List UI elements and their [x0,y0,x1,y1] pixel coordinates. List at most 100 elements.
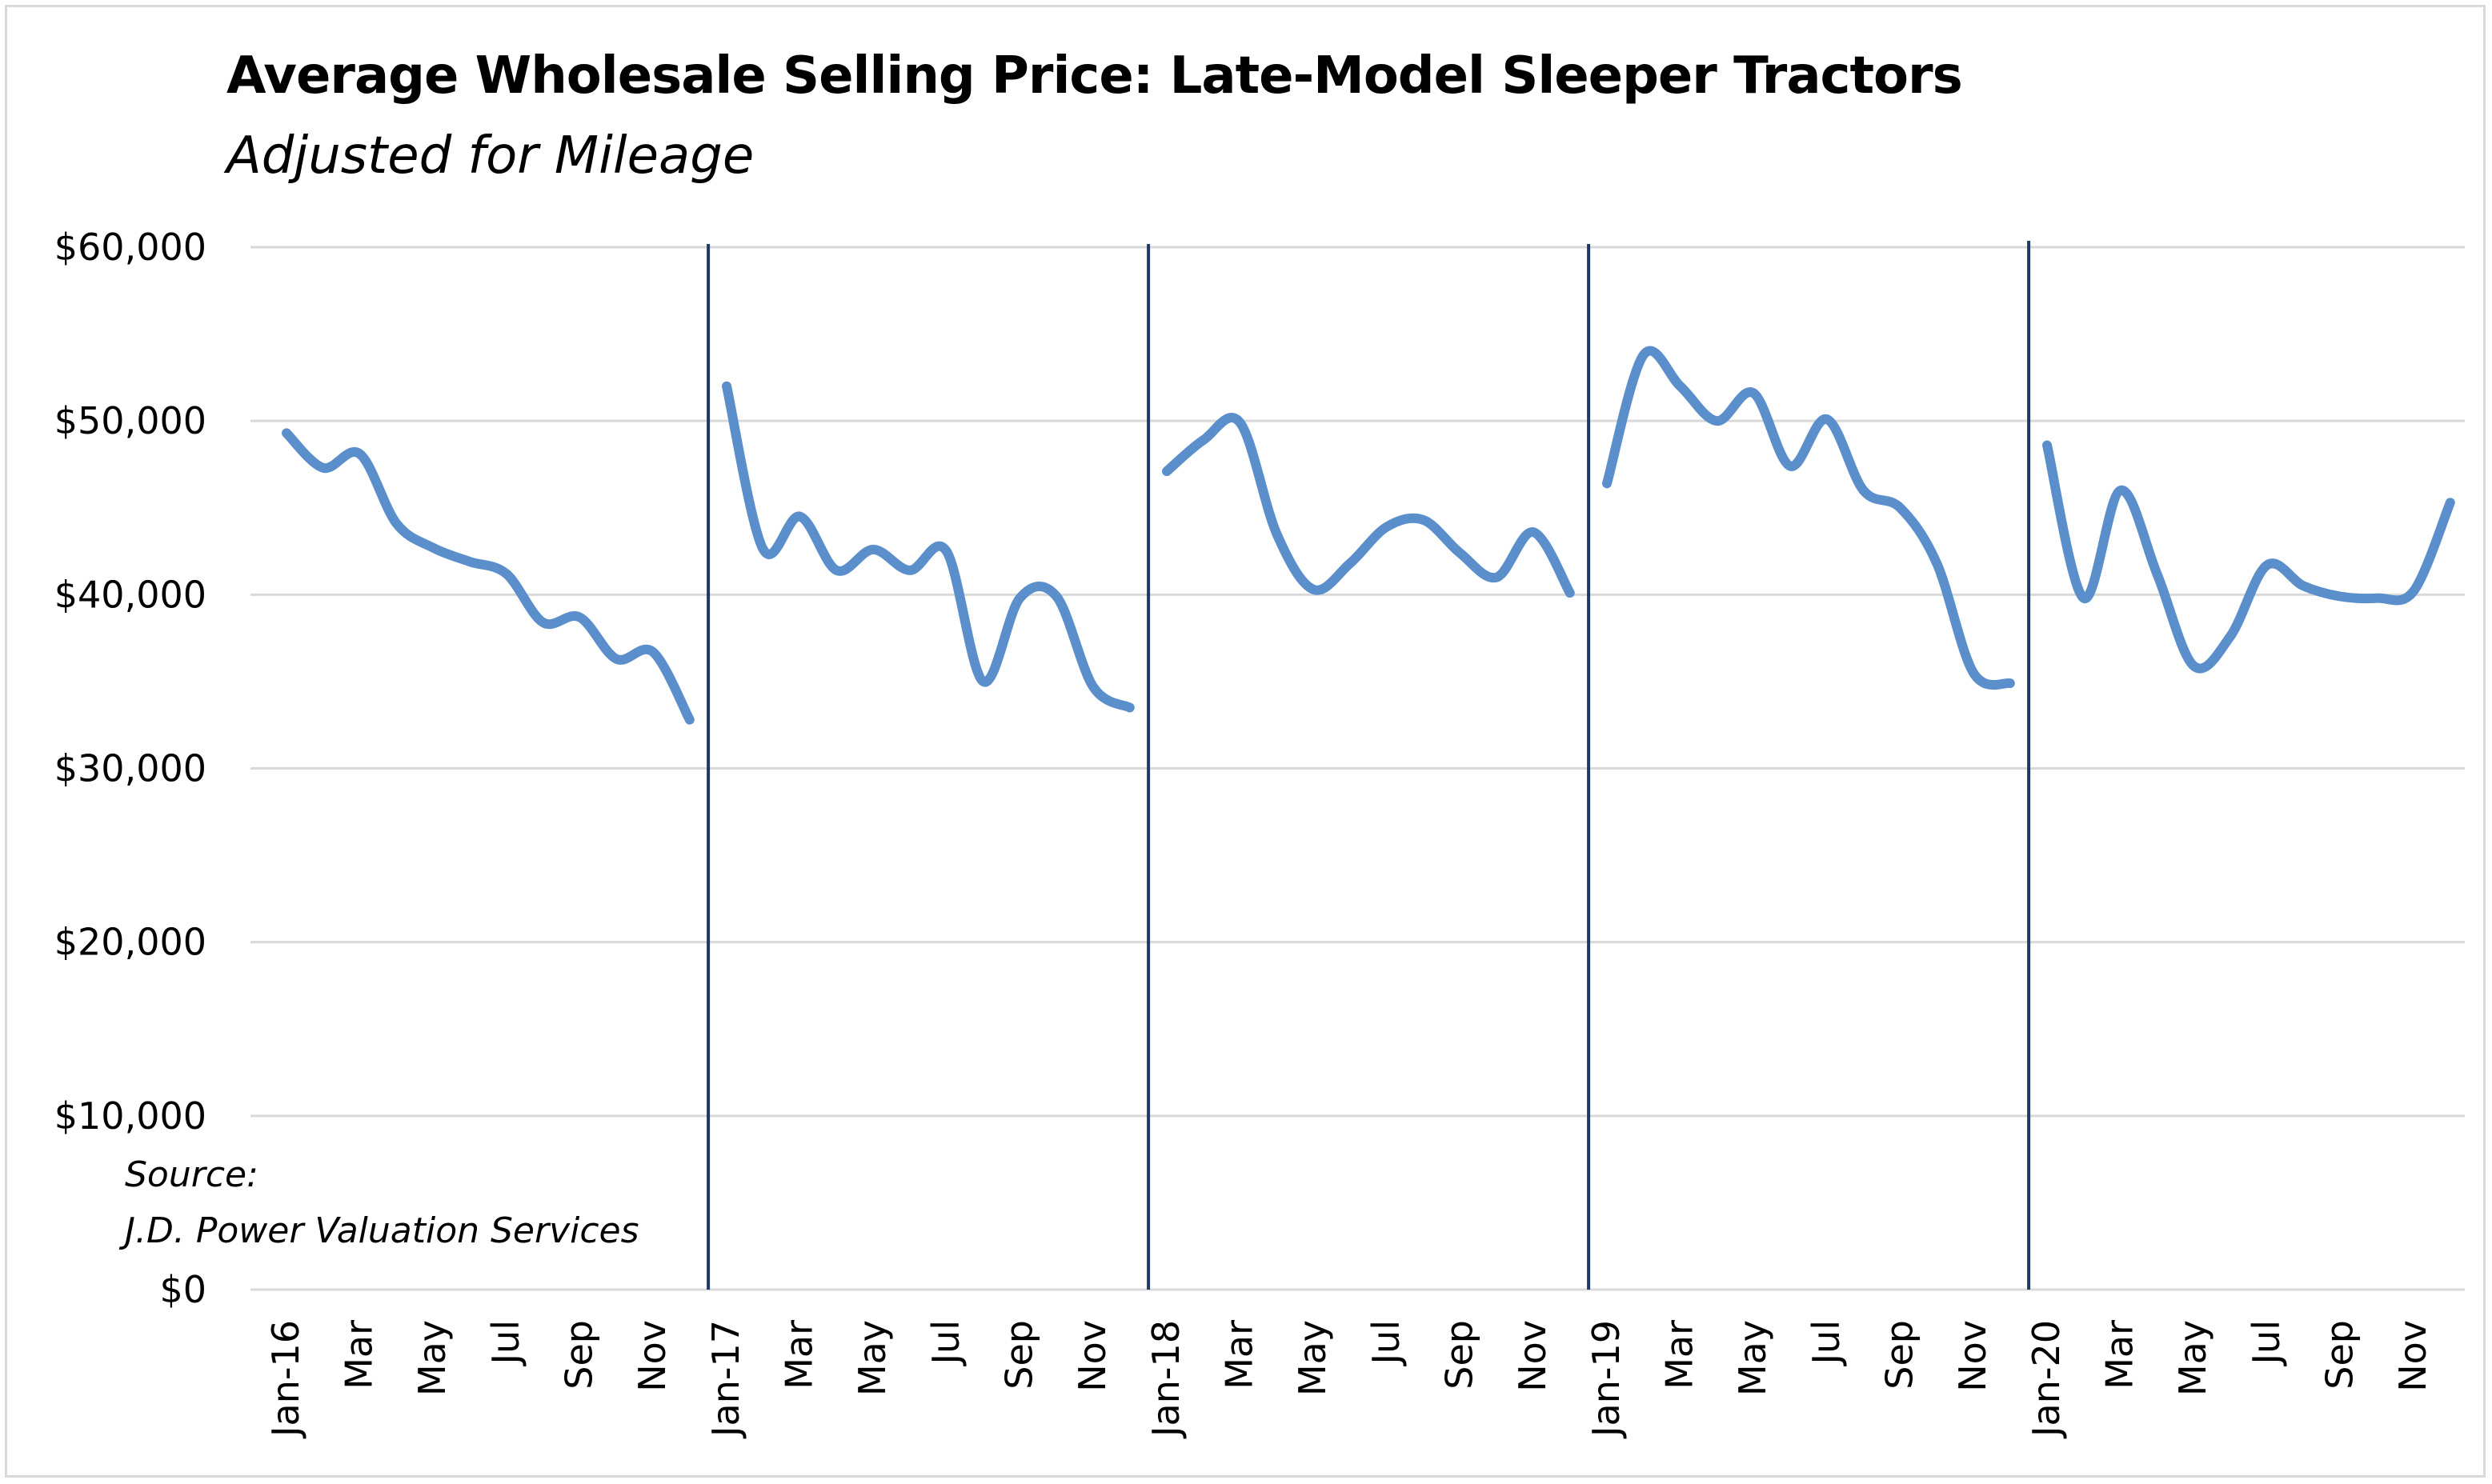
data-point [2266,564,2268,566]
y-tick-label: $10,000 [54,1094,206,1138]
data-point [1312,589,1314,590]
data-point [1056,596,1057,598]
data-point [2120,490,2121,491]
x-tick-label: Mar [2098,1320,2141,1390]
data-point [286,432,287,434]
data-point [1789,466,1791,467]
x-tick-label: Sep [2318,1320,2361,1390]
x-tick-label: Jan-20 [2025,1320,2068,1439]
x-tick-label: May [1731,1320,1774,1396]
y-tick-label: $60,000 [54,226,206,269]
data-point [835,570,837,571]
data-point [2450,502,2451,503]
gridlines [250,246,2465,1291]
series-lines [282,346,2455,725]
data-point [1826,418,1828,420]
data-point [1936,562,1937,564]
x-tick-label: Sep [997,1320,1040,1390]
data-point [2156,573,2157,574]
data-point [1129,706,1131,708]
y-tick-label: $50,000 [54,399,206,442]
data-point [543,622,544,623]
y-tick-label: $20,000 [54,921,206,964]
data-point [909,570,911,571]
source-note: Source: J.D. Power Valuation Services [125,1147,639,1259]
x-tick-label: Jan-17 [704,1320,747,1439]
data-point [579,617,580,618]
data-point [2009,682,2011,684]
y-tick-label: $40,000 [54,573,206,616]
data-point [1643,354,1645,356]
data-point [2303,585,2305,586]
series-line-year-1 [282,428,695,725]
source-label: Source: [125,1154,258,1195]
data-point [689,719,691,721]
series-line-year-4 [1602,346,2015,690]
data-point [469,561,471,562]
x-tick-label: May [1291,1320,1334,1396]
x-tick-label: Jul [484,1320,527,1367]
data-point [2376,598,2378,599]
data-point [432,547,434,549]
data-point [1349,562,1351,564]
data-point [1203,439,1204,441]
y-tick-label: $0 [159,1268,206,1311]
data-point [983,681,984,682]
x-tick-label: Sep [557,1320,600,1390]
data-point [652,651,654,653]
data-point [946,550,948,552]
data-point [1092,686,1094,687]
data-point [1569,592,1571,594]
data-point [1019,598,1020,599]
chart-subtitle: Adjusted for Mileage [226,126,755,186]
series-line-year-2 [722,381,1135,713]
x-tick-label: Sep [1437,1320,1480,1390]
data-point [1680,386,1681,387]
data-point [2083,598,2085,599]
x-tick-label: Mar [1218,1320,1261,1390]
data-point [1899,507,1901,509]
data-point [763,549,764,550]
y-tick-label: $30,000 [54,747,206,790]
data-point [359,453,361,454]
x-tick-label: Nov [1071,1320,1114,1392]
x-tick-label: Jul [2245,1320,2288,1367]
data-point [726,386,727,387]
x-tick-label: Jan-19 [1585,1320,1628,1439]
data-point [1423,519,1424,521]
data-point [1166,470,1168,472]
source-name: J.D. Power Valuation Services [125,1210,639,1251]
data-point [872,549,874,550]
x-tick-label: Nov [1511,1320,1554,1392]
x-tick-label: Mar [1658,1320,1701,1390]
data-point [1386,526,1388,528]
data-point [1459,552,1460,554]
data-point [615,658,617,660]
data-point [2230,635,2231,637]
data-point [1863,490,1865,491]
x-tick-label: May [411,1320,454,1396]
data-point [323,467,324,469]
x-tick-label: Jul [924,1320,968,1367]
data-point [2413,590,2414,592]
x-tick-label: Jan-18 [1144,1320,1188,1439]
x-tick-label: Nov [631,1320,674,1392]
x-tick-label: Mar [338,1320,381,1390]
data-point [395,522,397,524]
series-line-year-5 [2042,440,2455,674]
x-tick-label: Sep [1877,1320,1921,1390]
chart-frame [5,5,2486,1478]
x-tick-label: Jan-16 [264,1320,307,1439]
data-point [1532,531,1534,533]
data-point [799,516,801,518]
data-point [1496,577,1497,578]
data-point [1240,422,1241,423]
data-point [506,573,507,574]
x-tick-label: Jul [1364,1320,1408,1367]
data-point [2339,596,2341,598]
y-axis-ticks: $0 $10,000 $20,000 $30,000 $40,000 $50,000 $60… [54,226,206,1311]
x-tick-label: May [851,1320,894,1396]
x-tick-label: Nov [1951,1320,1994,1392]
data-point [1753,392,1754,394]
